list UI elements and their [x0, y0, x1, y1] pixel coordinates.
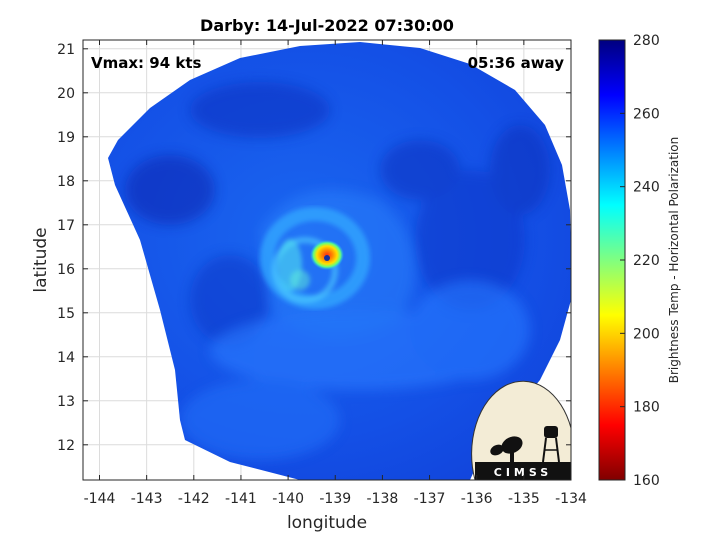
colorbar-tick-label: 200: [633, 326, 660, 342]
colorbar-tick-label: 240: [633, 180, 660, 196]
cimss-logo-text: CIMSS: [494, 466, 552, 479]
x-tick-label: -142: [178, 491, 210, 507]
eye-center: [324, 255, 330, 261]
colorbar-ticks: 160 180 200 220 240 260 280: [620, 33, 660, 489]
y-tick-label: 17: [57, 218, 75, 234]
y-tick-label: 14: [57, 350, 75, 366]
x-tick-label: -138: [367, 491, 399, 507]
x-tick-label: -143: [131, 491, 163, 507]
brightness-swath: [108, 42, 571, 480]
chart-title: Darby: 14-Jul-2022 07:30:00: [200, 16, 454, 35]
y-tick-label: 15: [57, 306, 75, 322]
x-tick-label: -140: [272, 491, 304, 507]
y-tick-label: 18: [57, 174, 75, 190]
cimss-logo: CIMSS: [471, 380, 572, 481]
colorbar-tick-label: 280: [633, 33, 660, 49]
y-axis-label: latitude: [31, 227, 51, 292]
axes-frame: [82, 39, 572, 481]
colorbar-tick-label: 260: [633, 106, 660, 122]
time-away-annotation: 05:36 away: [468, 54, 565, 72]
y-tick-label: 12: [57, 438, 75, 454]
y-axis-ticks: 12 13 14 15 16 17 18 19 20 21: [57, 42, 571, 454]
y-tick-label: 20: [57, 86, 75, 102]
x-tick-label: -136: [461, 491, 493, 507]
x-tick-label: -137: [414, 491, 446, 507]
x-tick-label: -144: [84, 491, 116, 507]
colorbar-tick-label: 160: [633, 473, 660, 489]
y-tick-label: 16: [57, 262, 75, 278]
x-tick-label: -134: [555, 491, 587, 507]
x-tick-label: -139: [319, 491, 351, 507]
x-axis-ticks: -144 -143 -142 -141 -140 -139 -138 -137 -136 -135…: [84, 40, 587, 507]
y-tick-label: 19: [57, 130, 75, 146]
x-tick-label: -135: [508, 491, 540, 507]
vmax-annotation: Vmax: 94 kts: [91, 54, 201, 72]
colorbar-tick-label: 180: [633, 400, 660, 416]
x-axis-label: longitude: [287, 513, 367, 533]
colorbar-label: Brightness Temp - Horizontal Polarizatio…: [667, 137, 681, 384]
y-tick-label: 13: [57, 394, 75, 410]
y-tick-label: 21: [57, 42, 75, 58]
colorbar-tick-label: 220: [633, 253, 660, 269]
x-tick-label: -141: [225, 491, 257, 507]
